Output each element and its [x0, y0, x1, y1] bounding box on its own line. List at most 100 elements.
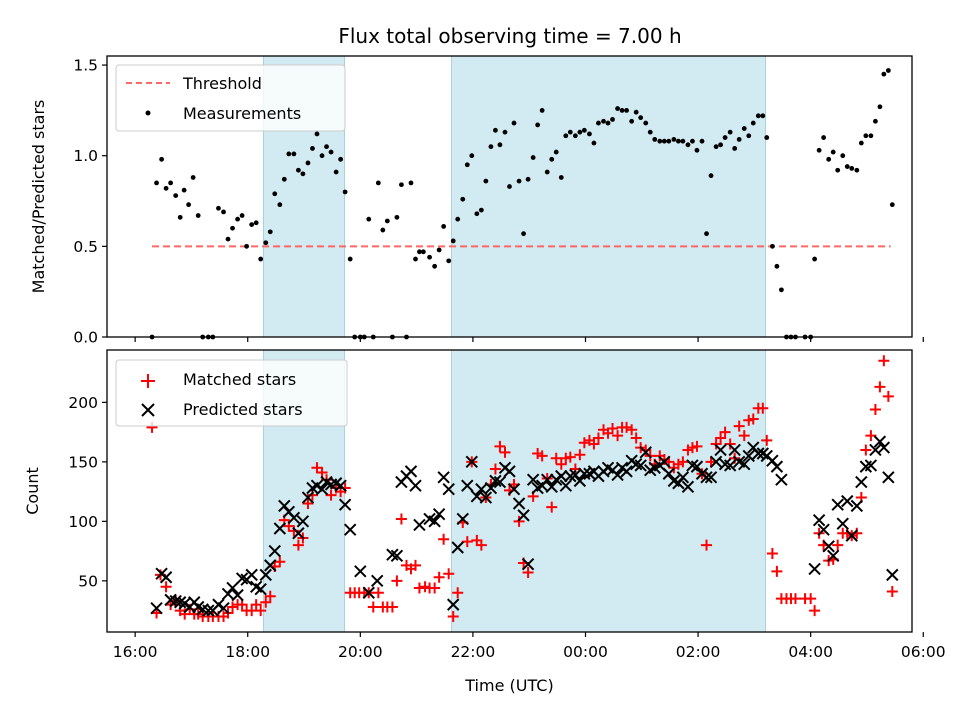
measurement-point-93: [587, 131, 592, 137]
measurement-point-78: [516, 178, 522, 184]
measurement-point-46: [366, 216, 372, 222]
predicted-star-point-112: [704, 471, 718, 484]
predicted-star-point-16: [226, 581, 239, 595]
predicted-star-point-11: [202, 604, 215, 617]
measurement-point-99: [615, 106, 620, 111]
top-ytick-label-3: 1.5: [73, 57, 98, 75]
measurement-point-148: [849, 166, 855, 171]
measurement-point-131: [764, 135, 770, 140]
measurement-point-151: [863, 133, 869, 139]
measurement-point-52: [394, 214, 400, 220]
predicted-star-point-111: [700, 471, 713, 484]
matched-star-point-67: [461, 536, 473, 548]
matched-star-point-3: [160, 581, 172, 593]
matched-star-point-157: [886, 586, 898, 598]
bottom-ytick-label-3: 200: [68, 394, 98, 412]
matched-star-point-52: [391, 575, 403, 587]
measurement-point-61: [436, 247, 442, 253]
matched-star-point-63: [443, 568, 455, 580]
measurement-point-121: [718, 142, 724, 148]
measurement-point-76: [507, 184, 512, 189]
matched-star-point-25: [264, 590, 276, 602]
top-ytick-label-1: 0.5: [73, 238, 98, 256]
matched-star-point-64: [447, 611, 459, 623]
measurement-point-4: [168, 180, 174, 186]
measurement-point-80: [525, 176, 531, 182]
measurement-point-41: [342, 189, 348, 195]
measurement-point-146: [840, 153, 846, 159]
top-axes-frame: [106, 55, 913, 338]
predicted-star-point-23: [259, 568, 272, 582]
predicted-star-point-32: [301, 491, 315, 504]
predicted-star-point-129: [812, 513, 826, 527]
matched-star-point-132: [766, 547, 778, 559]
matched-star-point-103: [630, 432, 642, 444]
matched-star-point-113: [677, 456, 689, 468]
matched-star-point-118: [701, 539, 713, 551]
measurement-point-101: [624, 107, 629, 113]
bottom-ytick-label-1: 100: [68, 513, 98, 531]
matched-star-point-130: [757, 402, 769, 414]
predicted-star-point-117: [728, 443, 741, 457]
predicted-star-point-42: [354, 565, 367, 578]
predicted-star-point-116: [723, 459, 737, 472]
predicted-star-point-30: [292, 527, 305, 540]
measurement-point-127: [746, 133, 752, 139]
measurement-point-36: [319, 153, 325, 159]
measurement-point-72: [488, 144, 494, 150]
matched-star-point-155: [878, 355, 890, 367]
top-panel: 0.0 0.5 1.0 1.5 Matched/Predicted stars Thr…: [29, 55, 924, 347]
measurement-point-106: [647, 129, 653, 135]
measurement-point-100: [619, 107, 625, 113]
measurement-point-68: [469, 153, 475, 159]
predicted-star-point-145: [886, 568, 899, 582]
measurement-point-34: [310, 146, 315, 151]
bottom-shaded-interval-1: [451, 349, 767, 633]
matched-star-point-60: [429, 582, 441, 594]
bottom-xtick-label-6: 04:00: [788, 643, 833, 661]
measurement-point-154: [877, 104, 883, 110]
top-ylabel: Matched/Predicted stars: [29, 100, 48, 294]
predicted-star-point-136: [845, 529, 858, 542]
predicted-star-point-128: [808, 562, 821, 576]
measurement-point-49: [380, 227, 386, 233]
top-ytick-label-2: 1.0: [73, 147, 98, 165]
predicted-star-point-41: [343, 523, 357, 536]
measurement-point-118: [704, 231, 709, 237]
predicted-star-point-70: [507, 483, 521, 496]
predicted-star-point-84: [573, 474, 587, 488]
matched-star-point-30: [288, 525, 300, 537]
measurement-point-134: [778, 287, 784, 293]
measurement-point-15: [221, 209, 226, 215]
measurement-point-65: [455, 216, 461, 222]
measurement-point-8: [186, 202, 192, 208]
measurement-point-6: [177, 214, 183, 220]
bottom-legend: Matched stars Predicted stars: [115, 359, 348, 427]
measurement-point-152: [868, 133, 874, 139]
measurement-point-144: [830, 149, 836, 155]
measurement-point-109: [661, 138, 667, 144]
measurement-point-81: [530, 155, 536, 160]
predicted-star-point-65: [484, 481, 498, 495]
measurement-point-31: [295, 167, 301, 173]
matched-star-point-89: [564, 451, 576, 463]
measurement-point-60: [432, 263, 438, 269]
bottom-xtick-label-2: 20:00: [338, 643, 383, 661]
predicted-star-point-51: [413, 518, 426, 532]
legend-measurements-label: Measurements: [183, 104, 301, 123]
measurement-point-71: [483, 178, 489, 184]
matched-star-point-91: [574, 449, 586, 461]
matched-star-point-131: [761, 434, 773, 446]
matched-star-point-17: [227, 601, 239, 613]
matched-star-point-102: [626, 424, 638, 436]
predicted-star-point-135: [841, 494, 854, 508]
measurement-point-38: [328, 149, 334, 155]
bottom-panel: 50 100 150 200 16:00 18:00 20:00 22:00 00:00 02:…: [23, 349, 946, 695]
measurement-point-120: [713, 144, 719, 150]
matched-star-point-101: [621, 421, 633, 433]
matched-star-point-80: [522, 567, 534, 579]
predicted-star-point-125: [766, 454, 779, 467]
bottom-xtick-label-3: 22:00: [451, 643, 496, 661]
matched-star-point-85: [546, 501, 558, 513]
predicted-star-point-114: [714, 443, 727, 457]
